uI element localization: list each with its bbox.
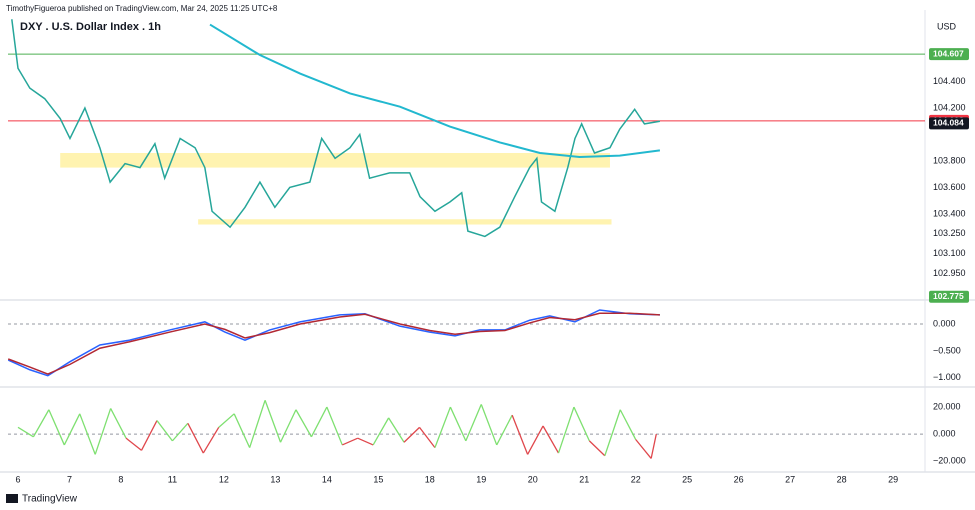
zone bbox=[60, 153, 610, 168]
oscillator-segment bbox=[156, 420, 173, 442]
oscillator-segment bbox=[233, 413, 251, 448]
oscillator-segment bbox=[342, 437, 358, 446]
oscillator-segment bbox=[249, 400, 266, 448]
y-tick-label: 103.400 bbox=[933, 208, 966, 218]
oscillator-segment bbox=[32, 409, 50, 438]
logo bbox=[6, 494, 18, 503]
price-tag-label: 104.607 bbox=[933, 48, 964, 58]
x-tick-label: 18 bbox=[425, 474, 435, 484]
oscillator-segment bbox=[403, 426, 420, 443]
y-tick-label: 0.000 bbox=[933, 428, 956, 438]
x-tick-label: 28 bbox=[837, 474, 847, 484]
oscillator-segment bbox=[264, 400, 282, 443]
oscillator-segment bbox=[635, 439, 652, 459]
oscillator-segment bbox=[310, 406, 328, 438]
y-tick-label: 103.250 bbox=[933, 228, 966, 238]
price-tag-label: 104.084 bbox=[933, 118, 964, 128]
zone bbox=[198, 219, 612, 225]
price-tag bbox=[929, 48, 969, 61]
oscillator-segment bbox=[17, 426, 34, 438]
x-tick-label: 20 bbox=[528, 474, 538, 484]
x-tick-label: 25 bbox=[682, 474, 692, 484]
y-tick-label: 20.000 bbox=[933, 401, 961, 411]
x-tick-label: 26 bbox=[734, 474, 744, 484]
oscillator-segment bbox=[79, 413, 96, 455]
oscillator-segment bbox=[449, 406, 467, 442]
oscillator-segment bbox=[279, 409, 297, 443]
oscillator-segment bbox=[295, 409, 312, 438]
oscillator-segment bbox=[388, 417, 405, 443]
x-tick-label: 6 bbox=[15, 474, 20, 484]
oscillator-segment bbox=[94, 408, 112, 455]
oscillator-segment bbox=[48, 409, 65, 446]
price-tag-label: 102.775 bbox=[933, 291, 964, 301]
currency: USD bbox=[937, 21, 957, 31]
oscillator-segment bbox=[527, 425, 544, 455]
chart-title: DXY . U.S. Dollar Index . 1h bbox=[20, 21, 161, 33]
oscillator-segment bbox=[557, 406, 575, 454]
oscillator-segment bbox=[650, 433, 657, 459]
x-tick-label: 15 bbox=[373, 474, 383, 484]
oscillator-segment bbox=[480, 404, 498, 446]
x-tick-label: 22 bbox=[631, 474, 641, 484]
oscillator-segment bbox=[588, 440, 606, 457]
x-tick-label: 19 bbox=[476, 474, 486, 484]
header: TimothyFigueroa published on TradingView… bbox=[6, 4, 278, 13]
oscillator-segment bbox=[187, 422, 204, 454]
y-tick-label: −20.000 bbox=[933, 456, 966, 466]
y-tick-label: 104.400 bbox=[933, 76, 966, 86]
x-tick-label: 11 bbox=[168, 474, 177, 484]
oscillator-segment bbox=[218, 413, 235, 428]
oscillator-segment bbox=[619, 409, 637, 440]
footer: TradingView bbox=[22, 494, 78, 505]
x-tick-label: 7 bbox=[67, 474, 72, 484]
x-tick-label: 12 bbox=[219, 474, 229, 484]
y-tick-label: 103.100 bbox=[933, 248, 966, 258]
x-tick-label: 13 bbox=[270, 474, 280, 484]
x-tick-label: 14 bbox=[322, 474, 332, 484]
oscillator-segment bbox=[110, 408, 127, 439]
oscillator-segment bbox=[140, 420, 158, 451]
series-line bbox=[209, 23, 661, 158]
y-tick-label: 103.800 bbox=[933, 155, 966, 165]
oscillator-segment bbox=[357, 437, 374, 446]
oscillator-segment bbox=[125, 437, 142, 451]
oscillator-segment bbox=[604, 409, 621, 456]
x-tick-label: 29 bbox=[888, 474, 898, 484]
x-tick-label: 8 bbox=[118, 474, 123, 484]
oscillator-segment bbox=[63, 413, 81, 446]
series-line bbox=[7, 312, 660, 375]
x-tick-label: 27 bbox=[785, 474, 795, 484]
oscillator-segment bbox=[171, 422, 189, 442]
y-tick-label: −0.500 bbox=[933, 345, 961, 355]
oscillator-segment bbox=[511, 414, 529, 455]
y-tick-label: 102.950 bbox=[933, 268, 966, 278]
oscillator-segment bbox=[496, 414, 513, 446]
oscillator-segment bbox=[573, 406, 590, 442]
series-line bbox=[11, 19, 661, 238]
y-tick-label: 104.200 bbox=[933, 102, 966, 112]
oscillator-segment bbox=[326, 406, 343, 446]
oscillator-segment bbox=[372, 417, 390, 446]
y-tick-label: 0.000 bbox=[933, 318, 956, 328]
y-tick-label: 103.600 bbox=[933, 182, 966, 192]
x-tick-label: 21 bbox=[579, 474, 589, 484]
oscillator-segment bbox=[202, 427, 220, 454]
price-tag bbox=[929, 290, 969, 303]
price-tag bbox=[929, 117, 969, 130]
oscillator-segment bbox=[418, 426, 436, 449]
oscillator-segment bbox=[542, 425, 560, 454]
oscillator-segment bbox=[465, 404, 482, 442]
series-line bbox=[7, 309, 660, 377]
oscillator-segment bbox=[434, 406, 451, 448]
y-tick-label: −1.000 bbox=[933, 372, 961, 382]
